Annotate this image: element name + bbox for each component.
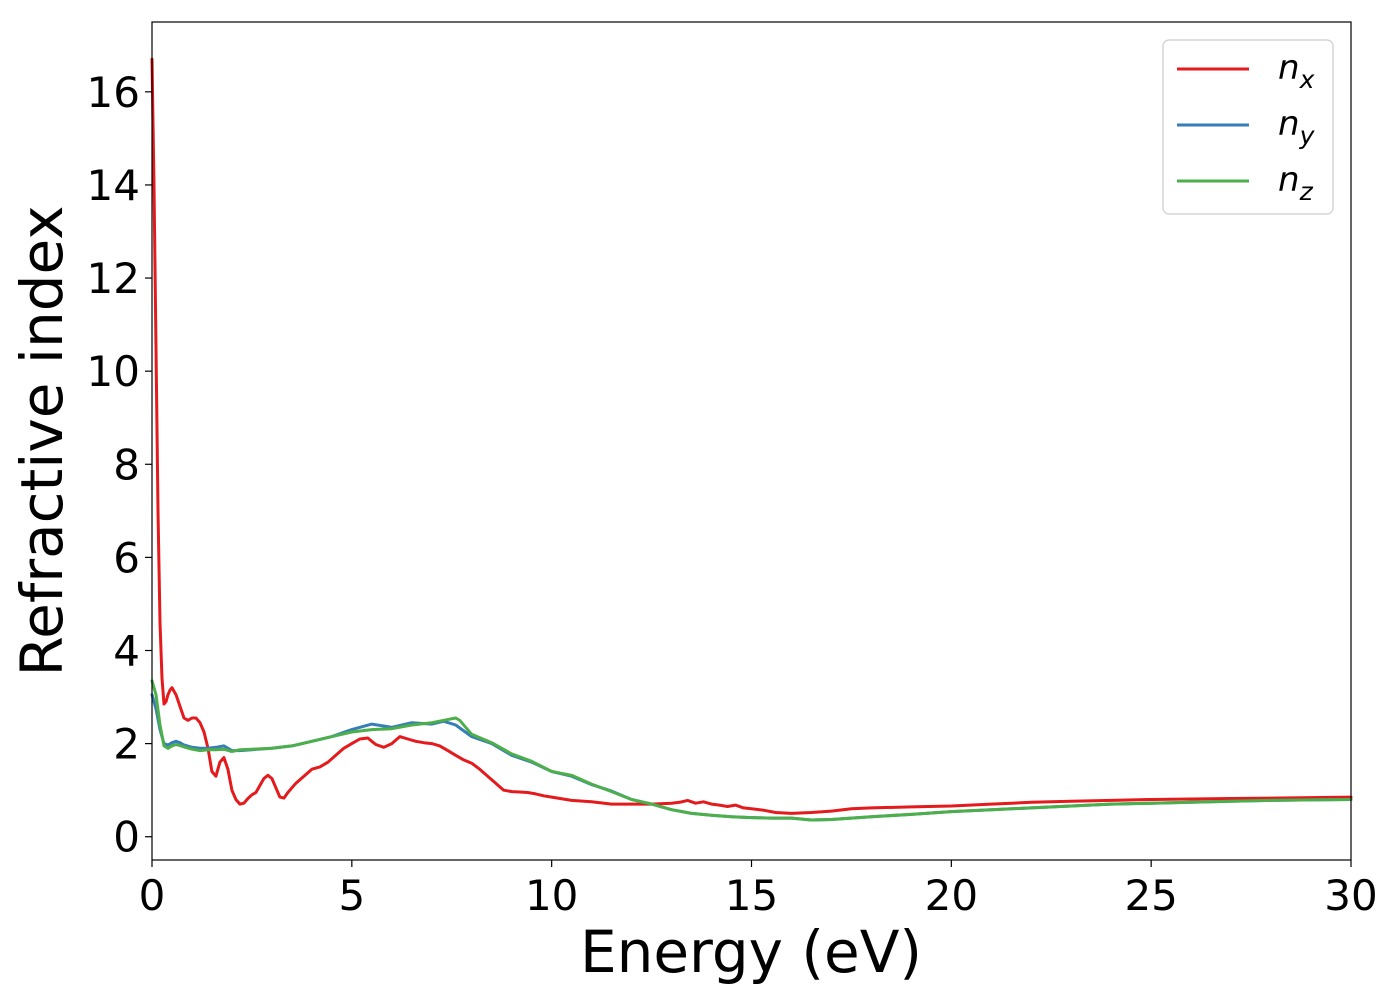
y-tick-label: 0 bbox=[113, 813, 140, 862]
y-tick-label: 6 bbox=[113, 533, 140, 582]
y-tick-label: 8 bbox=[113, 440, 140, 489]
x-tick-label: 0 bbox=[139, 871, 166, 920]
y-tick-label: 14 bbox=[87, 161, 140, 210]
x-tick-label: 25 bbox=[1124, 871, 1177, 920]
y-axis-label: Refractive index bbox=[8, 205, 76, 676]
series-lines bbox=[150, 57, 1353, 822]
x-tick-label: 5 bbox=[338, 871, 365, 920]
x-tick-label: 20 bbox=[925, 871, 978, 920]
plot-area bbox=[152, 22, 1351, 860]
y-tick-label: 16 bbox=[87, 68, 140, 117]
x-tick-label: 15 bbox=[725, 871, 778, 920]
x-axis-label: Energy (eV) bbox=[580, 918, 922, 986]
legend-box bbox=[1162, 39, 1334, 215]
y-tick-label: 4 bbox=[113, 627, 140, 676]
legend-label-nx: nx bbox=[1278, 48, 1315, 94]
x-tick-label: 30 bbox=[1324, 871, 1377, 920]
y-tick-label: 2 bbox=[113, 720, 140, 769]
axis-ticks: 0 5 10 15 20 25 30 0 2 4 6 8 10 12 14 16 bbox=[87, 68, 1378, 920]
y-tick-label: 12 bbox=[87, 254, 140, 303]
series-line-nx bbox=[150, 57, 1353, 815]
series-line-nz bbox=[150, 679, 1353, 822]
x-tick-label: 10 bbox=[525, 871, 578, 920]
y-tick-label: 10 bbox=[87, 347, 140, 396]
